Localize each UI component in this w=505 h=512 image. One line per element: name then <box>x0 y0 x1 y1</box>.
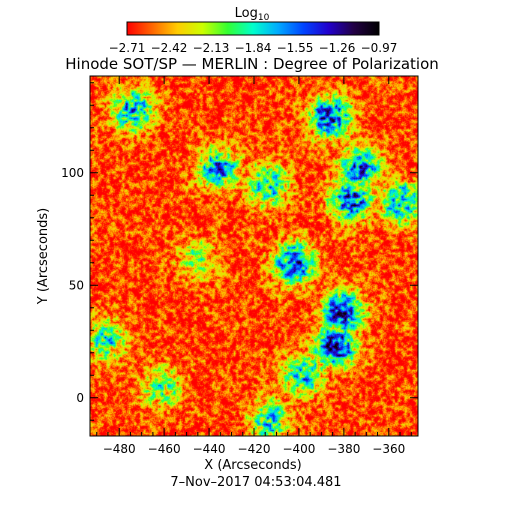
x-axis-label: X (Arcseconds) <box>204 458 301 473</box>
x-tick-label: −380 <box>327 442 360 456</box>
colorbar-tick-label: −1.26 <box>319 41 356 55</box>
timestamp: 7–Nov–2017 04:53:04.481 <box>170 475 341 490</box>
heatmap-image <box>90 76 418 436</box>
y-tick-label: 50 <box>69 278 84 292</box>
colorbar-tick-label: −2.71 <box>109 41 146 55</box>
x-tick-label: −360 <box>372 442 405 456</box>
colorbar-tick-label: −0.97 <box>361 41 398 55</box>
plot-area: −480 −460 −440 −420 −400 −380 −360 0 50 100 <box>61 75 419 456</box>
y-axis-label: Y (Arcseconds) <box>36 208 51 305</box>
x-tick-label: −480 <box>103 442 136 456</box>
colorbar-tick-label: −1.84 <box>235 41 272 55</box>
colorbar-tick-label: −2.13 <box>193 41 230 55</box>
colorbar-label: Log10 <box>235 6 270 23</box>
y-tick-label: 100 <box>61 166 84 180</box>
colorbar-tick-label: −1.55 <box>277 41 314 55</box>
x-tick-label: −400 <box>282 442 315 456</box>
chart-title: Hinode SOT/SP — MERLIN : Degree of Polar… <box>65 55 439 73</box>
x-axis: −480 −460 −440 −420 −400 −380 −360 <box>96 76 412 456</box>
colorbar: Log10 −2.71 −2.42 −2.13 −1.84 −1.55 −1.26 −0.9… <box>109 6 398 55</box>
colorbar-ticks: −2.71 −2.42 −2.13 −1.84 −1.55 −1.26 −0.97 <box>109 41 398 55</box>
x-tick-label: −420 <box>238 442 271 456</box>
colorbar-frame <box>126 21 380 36</box>
colorbar-gradient <box>127 22 379 35</box>
colorbar-tick-label: −2.42 <box>151 41 188 55</box>
y-axis: 0 50 100 <box>61 82 418 421</box>
x-tick-label: −460 <box>148 442 181 456</box>
y-tick-label: 0 <box>76 391 84 405</box>
x-tick-label: −440 <box>193 442 226 456</box>
